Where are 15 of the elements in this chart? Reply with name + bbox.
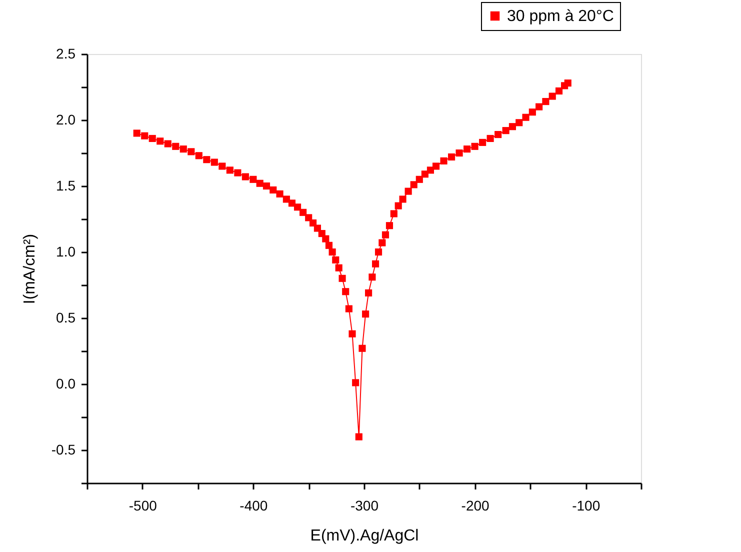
y-tick-label: 2.5: [56, 46, 76, 62]
y-tick-label: 0.5: [56, 310, 76, 326]
y-tick-label: 0.0: [56, 376, 76, 392]
x-tick-label: -100: [572, 498, 600, 514]
x-tick-label: -500: [128, 498, 158, 514]
x-tick-label: -300: [350, 498, 379, 514]
x-axis-title: E(mV).Ag/AgCl: [310, 528, 419, 544]
y-tick-label: 1.5: [56, 178, 76, 194]
x-tick-label: -200: [461, 498, 490, 514]
x-tick-label: -400: [240, 498, 268, 514]
legend-label: 30 ppm à 20°C: [507, 8, 614, 25]
y-tick-label: 2.0: [56, 112, 76, 128]
y-tick-label: -0.5: [51, 442, 76, 458]
y-tick-label: 1.0: [56, 244, 76, 260]
y-axis-title: I(mA/cm²): [21, 234, 38, 304]
